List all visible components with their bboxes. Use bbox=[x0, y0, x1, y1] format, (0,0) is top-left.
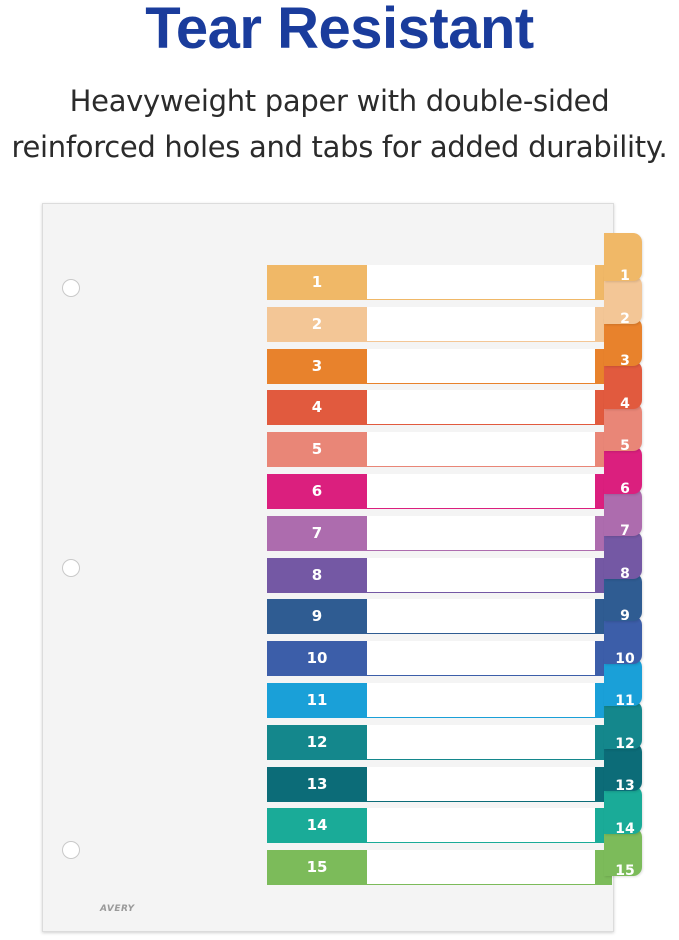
toc-row: 2 bbox=[267, 306, 612, 342]
toc-row: 9 bbox=[267, 599, 612, 635]
side-tab-label: 2 bbox=[620, 310, 630, 327]
toc-row: 15 bbox=[267, 850, 612, 886]
toc-row: 7 bbox=[267, 515, 612, 551]
side-tab-label: 10 bbox=[615, 650, 635, 667]
side-tab: 11 bbox=[604, 658, 642, 709]
toc-row-number: 6 bbox=[267, 474, 367, 509]
toc-row-writing-line bbox=[367, 474, 595, 509]
toc-row-writing-line bbox=[367, 432, 595, 468]
side-tab-label: 5 bbox=[620, 438, 630, 454]
side-tab-label: 9 bbox=[620, 608, 630, 624]
toc-row-number: 14 bbox=[267, 808, 367, 844]
side-tab-label: 14 bbox=[615, 820, 635, 837]
toc-row-writing-line bbox=[367, 724, 595, 760]
toc-row: 3 bbox=[267, 348, 612, 384]
toc-row-writing-line bbox=[367, 766, 595, 802]
toc-row-number: 11 bbox=[267, 683, 367, 718]
toc-row-writing-line bbox=[367, 557, 595, 593]
side-tab: 5 bbox=[604, 403, 642, 454]
side-tab-label: 15 bbox=[615, 863, 635, 879]
toc-row: 13 bbox=[267, 766, 612, 802]
side-tab: 6 bbox=[604, 445, 642, 497]
side-tab-label: 1 bbox=[620, 268, 630, 284]
toc-row-writing-line bbox=[367, 683, 595, 718]
side-tab: 14 bbox=[604, 785, 642, 837]
toc-row: 11 bbox=[267, 683, 612, 718]
toc-row-number: 2 bbox=[267, 306, 367, 342]
punch-hole-middle bbox=[62, 559, 80, 577]
side-tab-label: 12 bbox=[615, 735, 635, 752]
toc-row: 14 bbox=[267, 808, 612, 844]
side-tab: 15 bbox=[604, 828, 642, 879]
toc-row: 8 bbox=[267, 557, 612, 593]
toc-row: 10 bbox=[267, 641, 612, 677]
toc-row-number: 9 bbox=[267, 599, 367, 635]
side-tab: 4 bbox=[604, 360, 642, 412]
avery-logo: AVERY bbox=[100, 904, 135, 914]
toc-row-number: 8 bbox=[267, 557, 367, 593]
punch-hole-bottom bbox=[62, 841, 80, 859]
toc-row-writing-line bbox=[367, 599, 595, 635]
toc-row-number: 5 bbox=[267, 432, 367, 468]
toc-row-number: 7 bbox=[267, 515, 367, 551]
toc-row: 5 bbox=[267, 432, 612, 468]
toc-row-number: 3 bbox=[267, 348, 367, 384]
side-tab-label: 11 bbox=[615, 693, 635, 709]
toc-row-number: 1 bbox=[267, 265, 367, 300]
toc-row-number: 4 bbox=[267, 390, 367, 426]
toc-row-number: 12 bbox=[267, 724, 367, 760]
toc-row-number: 10 bbox=[267, 641, 367, 677]
side-tab: 10 bbox=[604, 615, 642, 667]
subtext-line-1: Heavyweight paper with double-sided bbox=[69, 84, 610, 118]
side-tab: 9 bbox=[604, 573, 642, 624]
toc-row: 6 bbox=[267, 474, 612, 509]
toc-row: 1 bbox=[267, 265, 612, 300]
side-tab: 1 bbox=[604, 233, 642, 284]
toc-row-number: 15 bbox=[267, 850, 367, 886]
toc-row-writing-line bbox=[367, 390, 595, 426]
side-tab: 13 bbox=[604, 743, 642, 794]
side-tab-label: 13 bbox=[615, 778, 635, 794]
toc-row: 12 bbox=[267, 724, 612, 760]
punch-hole-top bbox=[62, 279, 80, 297]
toc-row-writing-line bbox=[367, 515, 595, 551]
toc-row-writing-line bbox=[367, 306, 595, 342]
divider-product-image: 1 2 3 4 5 6 7 8 9 10 11 12 13 14 15 1 2 3 4 5 6 7 8 9 10 11 12 13 1… bbox=[0, 195, 679, 940]
subtext-line-2: reinforced holes and tabs for added dura… bbox=[11, 130, 668, 164]
toc-row-writing-line bbox=[367, 348, 595, 384]
side-tab: 2 bbox=[604, 275, 642, 327]
side-tab: 12 bbox=[604, 700, 642, 752]
table-of-contents-sheet: 1 2 3 4 5 6 7 8 9 10 11 12 13 14 15 AVERY bbox=[42, 203, 614, 932]
toc-row-writing-line bbox=[367, 808, 595, 844]
side-tab-label: 3 bbox=[620, 353, 630, 369]
toc-row-number: 13 bbox=[267, 766, 367, 802]
headline: Tear Resistant bbox=[145, 0, 534, 61]
toc-row-writing-line bbox=[367, 850, 595, 886]
toc-row-writing-line bbox=[367, 265, 595, 300]
side-tab: 3 bbox=[604, 318, 642, 369]
toc-row: 4 bbox=[267, 390, 612, 426]
side-tab-label: 8 bbox=[620, 565, 630, 582]
side-tab: 8 bbox=[604, 530, 642, 582]
side-tab-label: 6 bbox=[620, 480, 630, 497]
side-tab-label: 7 bbox=[620, 523, 630, 539]
toc-row-writing-line bbox=[367, 641, 595, 677]
side-tab-label: 4 bbox=[620, 395, 630, 412]
side-tab-stack: 1 2 3 4 5 6 7 8 9 10 11 12 13 14 15 bbox=[0, 195, 679, 940]
side-tab: 7 bbox=[604, 488, 642, 539]
